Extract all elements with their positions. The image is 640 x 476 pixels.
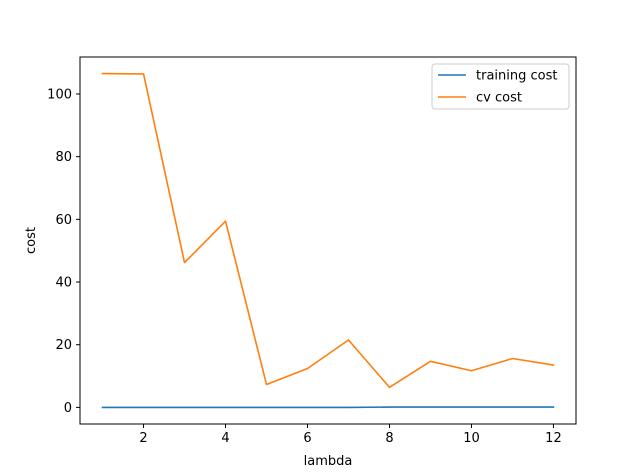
y-tick-label: 20	[55, 338, 72, 353]
y-tick-label: 40	[55, 276, 72, 291]
y-tick-label: 60	[55, 213, 72, 228]
legend-label: cv cost	[476, 91, 522, 106]
y-axis-label: cost	[24, 227, 39, 254]
plot-area	[79, 56, 577, 425]
x-tick-label: 2	[139, 431, 147, 446]
x-tick-label: 12	[545, 431, 562, 446]
y-axis: 0 20 40 60 80 100	[47, 87, 80, 416]
x-tick-label: 10	[463, 431, 480, 446]
x-tick-label: 6	[303, 431, 311, 446]
x-axis: 2 4 6 8 10 12	[139, 424, 562, 446]
y-tick-label: 0	[64, 401, 72, 416]
x-tick-label: 8	[385, 431, 393, 446]
y-tick-label: 80	[55, 150, 72, 165]
series-layer	[101, 72, 555, 409]
series-line-cv-cost	[101, 72, 555, 389]
legend-box	[431, 63, 570, 110]
legend: training cost cv cost	[431, 63, 570, 110]
legend-label: training cost	[476, 69, 557, 84]
plot-frame	[79, 56, 577, 425]
x-tick-label: 4	[221, 431, 229, 446]
x-axis-label: lambda	[304, 454, 353, 469]
y-tick-label: 100	[47, 87, 72, 102]
